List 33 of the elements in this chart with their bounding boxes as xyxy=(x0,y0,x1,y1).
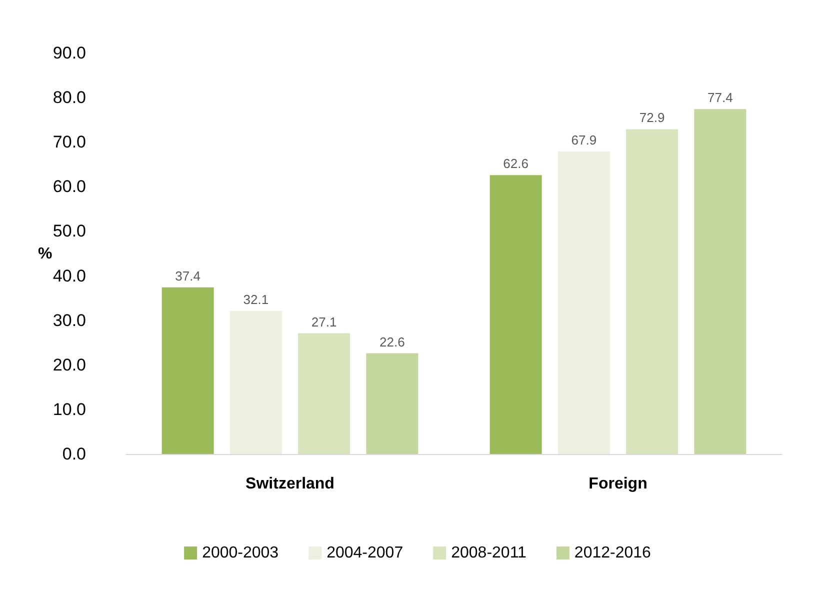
y-tick-label: 0.0 xyxy=(62,444,86,464)
legend-label: 2008-2011 xyxy=(451,544,527,562)
y-tick-label: 50.0 xyxy=(52,222,86,241)
data-label: 27.1 xyxy=(311,314,337,330)
data-label: 22.6 xyxy=(380,334,405,350)
bar xyxy=(490,175,542,454)
bar xyxy=(366,353,418,454)
x-tick-label: Switzerland xyxy=(246,476,334,492)
bar xyxy=(626,129,678,454)
bar xyxy=(298,333,350,454)
y-axis-title: % xyxy=(38,246,52,262)
legend-label: 2004-2007 xyxy=(326,544,404,562)
bar xyxy=(694,109,746,454)
y-tick-label: 20.0 xyxy=(52,355,86,374)
y-tick-label: 80.0 xyxy=(52,88,86,108)
data-label: 37.4 xyxy=(175,268,200,284)
bar xyxy=(230,310,282,454)
y-tick-label: 90.0 xyxy=(52,44,86,62)
y-tick-label: 10.0 xyxy=(52,400,86,419)
legend-label: 2000-2003 xyxy=(202,544,279,562)
legend-label: 2012-2016 xyxy=(574,544,652,562)
y-tick-label: 30.0 xyxy=(52,310,86,330)
bar xyxy=(558,151,610,454)
data-label: 32.1 xyxy=(243,292,269,307)
data-label: 72.9 xyxy=(639,110,665,126)
data-label: 62.6 xyxy=(503,156,528,172)
y-tick-label: 60.0 xyxy=(52,177,86,196)
x-tick-label: Foreign xyxy=(588,476,648,492)
y-tick-label: 70.0 xyxy=(52,132,86,152)
bar xyxy=(162,287,214,454)
data-label: 77.4 xyxy=(708,90,733,106)
data-label: 67.9 xyxy=(571,132,597,148)
y-tick-label: 40.0 xyxy=(52,266,86,286)
